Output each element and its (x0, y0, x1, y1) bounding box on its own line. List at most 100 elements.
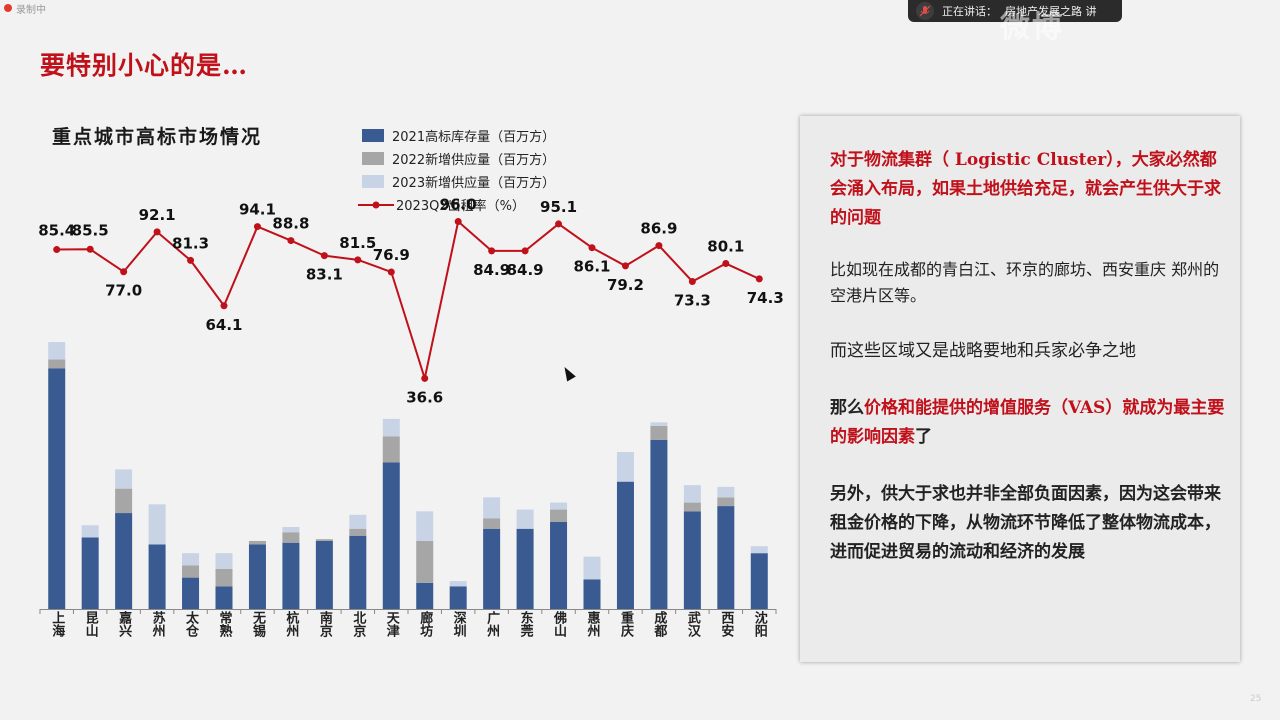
occupancy-label-12: 96.0 (440, 196, 477, 214)
p4-highlight: 价格和能提供的增值服务（VAS）就成为最主要的影响因素 (830, 398, 1224, 447)
bar-2023-7 (282, 527, 299, 532)
market-chart: 上海 昆山 嘉兴 苏州 太仓 常熟 无锡 杭州 南京 北京 天津 廊坊 深圳 广州 东莞 佛山 惠州 重庆 成都 武汉… (0, 0, 800, 720)
p4-prefix: 那么 (830, 398, 864, 418)
bar-2021-21 (751, 553, 768, 609)
bar-2021-9 (349, 536, 366, 609)
bar-2022-2 (115, 489, 132, 513)
bar-2022-0 (48, 360, 65, 369)
occupancy-point-10 (388, 268, 395, 275)
occupancy-label-6: 94.1 (239, 201, 276, 219)
occupancy-label-16: 86.1 (573, 258, 610, 276)
bar-2022-6 (249, 541, 266, 544)
panel-paragraph-2: 比如现在成都的青白江、环京的廊坊、西安重庆 郑州的空港片区等。 (830, 257, 1226, 309)
occupancy-point-19 (689, 278, 696, 285)
bar-2021-1 (82, 537, 99, 609)
category-label-0: 上海 (49, 611, 65, 638)
bar-2021-8 (316, 541, 333, 609)
bar-2021-13 (483, 529, 500, 609)
occupancy-label-4: 81.3 (172, 234, 209, 252)
bar-2023-14 (517, 510, 534, 529)
panel-paragraph-3: 而这些区域又是战略要地和兵家必争之地 (830, 337, 1226, 366)
speaking-label: 正在讲话： (942, 3, 997, 19)
occupancy-point-9 (354, 256, 361, 263)
occupancy-point-12 (455, 218, 462, 225)
occupancy-label-21: 74.3 (747, 289, 784, 307)
bar-2021-16 (584, 579, 601, 609)
bar-2023-4 (182, 553, 199, 565)
occupancy-point-11 (421, 375, 428, 382)
bar-2023-10 (383, 419, 400, 436)
occupancy-label-7: 88.8 (272, 215, 309, 233)
panel-paragraph-4: 那么价格和能提供的增值服务（VAS）就成为最主要的影响因素了 (830, 394, 1226, 452)
bar-2021-12 (450, 586, 467, 609)
panel-paragraph-5: 另外，供大于求也并非全部负面因素，因为这会带来租金价格的下降，从物流环节降低了整… (830, 480, 1226, 567)
bar-2023-0 (48, 342, 65, 359)
category-label-16: 惠州 (585, 610, 602, 638)
bar-2023-1 (82, 525, 99, 537)
muted-mic-icon[interactable] (916, 2, 934, 20)
p4-suffix: 了 (915, 427, 932, 447)
bar-2023-17 (617, 452, 634, 482)
occupancy-label-15: 95.1 (540, 198, 577, 216)
category-label-19: 武汉 (685, 610, 701, 638)
occupancy-label-8: 83.1 (306, 266, 343, 284)
bar-2021-5 (216, 586, 233, 609)
occupancy-label-13: 84.9 (473, 261, 510, 279)
page-number: 25 (1250, 694, 1261, 704)
occupancy-point-6 (254, 223, 261, 230)
bar-2021-15 (550, 522, 567, 609)
bar-2022-15 (550, 510, 567, 522)
bar-2023-9 (349, 515, 366, 529)
commentary-panel: 对于物流集群（ Logistic Cluster），大家必然都会涌入布局，如果土… (800, 116, 1240, 662)
occupancy-point-2 (120, 268, 127, 275)
bar-2023-2 (115, 469, 132, 488)
bar-2021-18 (650, 440, 667, 609)
category-label-1: 昆山 (83, 610, 98, 638)
bar-2021-20 (717, 506, 734, 609)
speaking-bar[interactable]: 正在讲话： 房地产发展之路 讲 (908, 0, 1122, 22)
occupancy-point-7 (287, 237, 294, 244)
category-label-11: 廊坊 (417, 610, 433, 638)
bar-2022-10 (383, 436, 400, 462)
occupancy-label-11: 36.6 (406, 388, 443, 406)
occupancy-label-20: 80.1 (707, 238, 744, 256)
category-label-21: 沈阳 (752, 610, 768, 638)
category-label-4: 太仓 (183, 610, 200, 638)
category-label-17: 重庆 (618, 610, 635, 638)
occupancy-point-4 (187, 257, 194, 264)
category-label-3: 苏州 (150, 610, 167, 638)
occupancy-point-13 (488, 247, 495, 254)
occupancy-point-1 (87, 246, 94, 253)
bar-2022-8 (316, 539, 333, 541)
bar-2023-15 (550, 503, 567, 510)
speaker-name: 房地产发展之路 讲 (1005, 3, 1097, 19)
bar-2023-18 (650, 422, 667, 425)
category-label-10: 天津 (384, 611, 400, 638)
category-label-18: 成都 (651, 610, 668, 638)
bar-2023-3 (149, 504, 166, 544)
occupancy-point-20 (722, 260, 729, 267)
occupancy-label-2: 77.0 (105, 282, 142, 300)
bar-2022-11 (416, 541, 433, 583)
category-label-12: 深圳 (451, 610, 467, 638)
occupancy-point-15 (555, 220, 562, 227)
bar-2021-14 (517, 529, 534, 609)
bar-2023-19 (684, 485, 701, 502)
occupancy-label-10: 76.9 (373, 246, 410, 264)
bar-2021-3 (149, 544, 166, 609)
bar-2022-9 (349, 529, 366, 536)
occupancy-label-1: 85.5 (72, 221, 109, 239)
category-label-8: 南京 (317, 610, 333, 638)
category-label-13: 广州 (484, 610, 501, 638)
panel-paragraph-1: 对于物流集群（ Logistic Cluster），大家必然都会涌入布局，如果土… (830, 146, 1226, 233)
bar-2021-6 (249, 544, 266, 609)
bar-2023-12 (450, 581, 467, 586)
bar-2021-7 (282, 543, 299, 609)
occupancy-label-17: 79.2 (607, 276, 644, 294)
occupancy-point-21 (756, 275, 763, 282)
bar-2022-5 (216, 569, 233, 586)
occupancy-point-8 (321, 252, 328, 259)
occupancy-point-3 (154, 228, 161, 235)
bar-2022-18 (650, 426, 667, 440)
category-label-5: 常熟 (217, 610, 233, 638)
